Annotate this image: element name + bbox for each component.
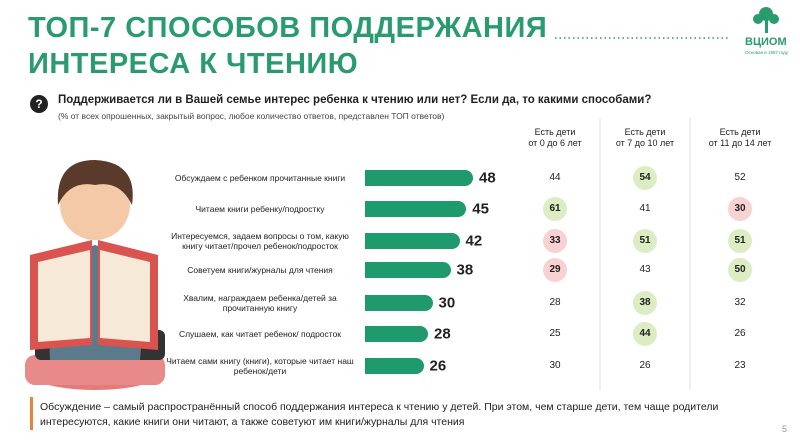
value-label: 42 xyxy=(465,232,483,250)
table-cell: 51 xyxy=(728,229,752,253)
value-label: 48 xyxy=(479,169,496,187)
table-cell: 52 xyxy=(734,172,746,183)
title-line: ИНТЕРЕСА К ЧТЕНИЮ xyxy=(28,48,359,80)
table-cell: 41 xyxy=(639,203,651,214)
table-cell: 54 xyxy=(633,166,657,190)
table-cell: 32 xyxy=(734,297,746,308)
value-label: 38 xyxy=(456,261,474,279)
bar xyxy=(365,170,473,186)
table-cell: 33 xyxy=(543,229,567,253)
category-label: Хвалим, награждаем ребенка/детей за проч… xyxy=(183,293,337,313)
logo-sub: Основан в 1987 году xyxy=(745,50,789,55)
table-cell: 26 xyxy=(734,328,746,339)
table-cell: 25 xyxy=(549,328,561,339)
column-header: от 11 до 14 лет xyxy=(708,138,772,148)
table-cell: 26 xyxy=(639,360,651,371)
title-line: ТОП-7 СПОСОБОВ ПОДДЕРЖАНИЯ xyxy=(28,12,548,44)
category-label: Читаем сами книгу (книги), которые читае… xyxy=(166,356,354,376)
footer-text: Обсуждение – самый распространённый спос… xyxy=(40,401,719,428)
page-number: 5 xyxy=(782,424,788,434)
table-cell: 23 xyxy=(734,360,746,371)
value-label: 45 xyxy=(472,200,489,218)
bar xyxy=(365,201,467,217)
category-label: Обсуждаем с ребенком прочитанные книги xyxy=(174,173,346,183)
bar xyxy=(365,358,424,374)
value-label: 26 xyxy=(429,357,447,375)
table-cell: 50 xyxy=(728,258,752,282)
question-note: (% от всех опрошенных, закрытый вопрос, … xyxy=(58,111,445,121)
column-header: Есть дети xyxy=(719,127,761,137)
bar xyxy=(365,295,433,311)
column-header: Есть дети xyxy=(534,127,576,137)
value-label: 30 xyxy=(438,294,456,312)
logo: ВЦИОМ xyxy=(745,36,787,48)
category-label: Читаем книги ребенку/подростку xyxy=(195,204,325,214)
table-cell: 28 xyxy=(549,297,561,308)
table-cell: 38 xyxy=(633,291,657,315)
table-cell: 61 xyxy=(543,197,567,221)
category-label: Слушаем, как читает ребенок/ подросток xyxy=(178,329,342,339)
table-cell: 43 xyxy=(639,264,651,275)
question: Поддерживается ли в Вашей семье интерес … xyxy=(58,94,652,106)
table-cell: 44 xyxy=(549,172,561,183)
table-cell: 29 xyxy=(543,258,567,282)
table-cell: 30 xyxy=(728,197,752,221)
column-header: Есть дети xyxy=(624,127,666,137)
table-cell: 51 xyxy=(633,229,657,253)
category-label: Интересуемся, задаем вопросы о том, каку… xyxy=(171,231,349,251)
table-cell: 44 xyxy=(633,322,657,346)
column-header: от 7 до 10 лет xyxy=(615,138,675,148)
table-cell: 30 xyxy=(549,360,561,371)
bar xyxy=(365,233,460,249)
svg-text:?: ? xyxy=(35,97,42,111)
bar xyxy=(365,326,428,342)
column-header: от 0 до 6 лет xyxy=(528,138,582,148)
value-label: 28 xyxy=(434,325,451,343)
category-label: Советуем книги/журналы для чтения xyxy=(187,265,333,275)
bar xyxy=(365,262,451,278)
